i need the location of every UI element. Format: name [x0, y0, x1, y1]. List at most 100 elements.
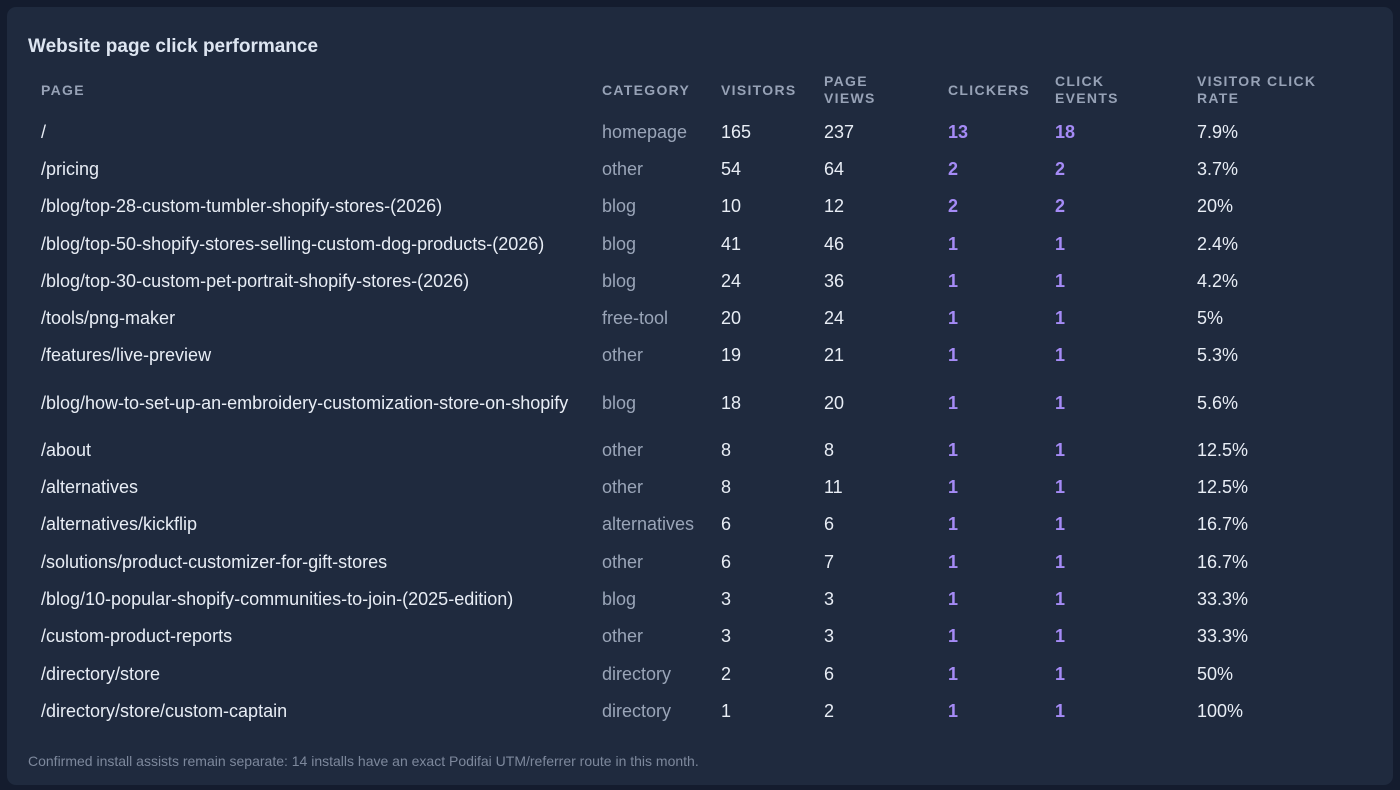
- page-views-value: 6: [824, 663, 835, 684]
- page-views-value: 64: [824, 158, 845, 179]
- visitors-value: 8: [721, 477, 732, 498]
- page-category: directory: [602, 663, 672, 684]
- table-row: /blog/top-28-custom-tumbler-shopify-stor…: [28, 188, 1374, 225]
- click-events-value: 1: [1055, 477, 1066, 498]
- page-path: /custom-product-reports: [41, 626, 233, 647]
- page-path: /solutions/product-customizer-for-gift-s…: [41, 551, 388, 572]
- clickers-value: 1: [948, 626, 959, 647]
- table-row: /blog/how-to-set-up-an-embroidery-custom…: [28, 374, 1374, 431]
- page-views-value: 24: [824, 308, 845, 329]
- click-events-value: 2: [1055, 158, 1066, 179]
- visitors-value: 1: [721, 700, 732, 721]
- visitor-click-rate-value: 7.9%: [1197, 121, 1239, 142]
- column-header-category[interactable]: Category: [602, 81, 691, 98]
- visitor-click-rate-value: 33.3%: [1197, 588, 1249, 609]
- visitor-click-rate-value: 4.2%: [1197, 270, 1239, 291]
- clickers-value: 1: [948, 663, 959, 684]
- visitors-value: 3: [721, 626, 732, 647]
- page-views-value: 20: [824, 392, 845, 413]
- visitors-value: 24: [721, 270, 742, 291]
- page-path: /alternatives/kickflip: [41, 514, 198, 535]
- column-header-page[interactable]: Page: [41, 81, 85, 98]
- clickers-value: 1: [948, 588, 959, 609]
- table-row: /directory/store directory 2 6 1 1 50%: [28, 655, 1374, 692]
- page-category: other: [602, 345, 644, 366]
- visitors-value: 165: [721, 121, 752, 142]
- table-row: /alternatives other 8 11 1 1 12.5%: [28, 468, 1374, 505]
- visitors-value: 6: [721, 514, 732, 535]
- visitor-click-rate-value: 100%: [1197, 700, 1244, 721]
- visitors-value: 19: [721, 345, 742, 366]
- table-row: /about other 8 8 1 1 12.5%: [28, 431, 1374, 468]
- visitor-click-rate-value: 20%: [1197, 196, 1234, 217]
- column-header-page-views[interactable]: Page views: [824, 73, 876, 106]
- column-header-visitors[interactable]: Visitors: [721, 81, 797, 98]
- click-events-value: 1: [1055, 551, 1066, 572]
- clickers-value: 1: [948, 270, 959, 291]
- page-path: /: [41, 121, 47, 142]
- visitors-value: 3: [721, 588, 732, 609]
- table-row: /solutions/product-customizer-for-gift-s…: [28, 543, 1374, 580]
- click-events-value: 1: [1055, 308, 1066, 329]
- page-path: /directory/store/custom-captain: [41, 700, 288, 721]
- table-row: /blog/10-popular-shopify-communities-to-…: [28, 580, 1374, 617]
- click-events-value: 1: [1055, 345, 1066, 366]
- page-views-value: 8: [824, 439, 835, 460]
- visitors-value: 8: [721, 439, 732, 460]
- click-events-value: 1: [1055, 663, 1066, 684]
- click-events-value: 1: [1055, 626, 1066, 647]
- column-header-click-events[interactable]: Click events: [1055, 73, 1119, 106]
- table-row: /features/live-preview other 19 21 1 1 5…: [28, 337, 1374, 374]
- click-events-value: 18: [1055, 121, 1076, 142]
- table-row: /blog/top-50-shopify-stores-selling-cust…: [28, 225, 1374, 262]
- visitor-click-rate-value: 16.7%: [1197, 551, 1249, 572]
- visitors-value: 54: [721, 158, 742, 179]
- page-views-value: 3: [824, 626, 835, 647]
- click-events-value: 1: [1055, 700, 1066, 721]
- page-category: blog: [602, 270, 637, 291]
- page-path: /about: [41, 439, 92, 460]
- clickers-value: 1: [948, 345, 959, 366]
- table-row: /tools/png-maker free-tool 20 24 1 1 5%: [28, 299, 1374, 336]
- column-header-clickers[interactable]: Clickers: [948, 81, 1030, 98]
- click-events-value: 2: [1055, 196, 1066, 217]
- page-category: free-tool: [602, 308, 669, 329]
- visitors-value: 41: [721, 233, 742, 254]
- page-views-value: 21: [824, 345, 845, 366]
- page-path: /blog/top-50-shopify-stores-selling-cust…: [41, 233, 545, 254]
- visitor-click-rate-value: 2.4%: [1197, 233, 1239, 254]
- page-category: other: [602, 551, 644, 572]
- visitor-click-rate-value: 12.5%: [1197, 439, 1249, 460]
- table-header-row: Page Category Visitors Page views Clicke…: [28, 67, 1374, 113]
- visitors-value: 18: [721, 392, 742, 413]
- visitor-click-rate-value: 5.3%: [1197, 345, 1239, 366]
- table-row: /blog/top-30-custom-pet-portrait-shopify…: [28, 262, 1374, 299]
- page-path: /tools/png-maker: [41, 308, 176, 329]
- page-category: blog: [602, 233, 637, 254]
- visitor-click-rate-value: 16.7%: [1197, 514, 1249, 535]
- clickers-value: 1: [948, 514, 959, 535]
- page-path: /directory/store: [41, 663, 161, 684]
- page-category: other: [602, 477, 644, 498]
- page-category: blog: [602, 196, 637, 217]
- page-views-value: 2: [824, 700, 835, 721]
- click-events-value: 1: [1055, 439, 1066, 460]
- visitors-value: 6: [721, 551, 732, 572]
- column-header-visitor-click-rate[interactable]: Visitor click rate: [1197, 73, 1317, 106]
- visitor-click-rate-value: 5.6%: [1197, 392, 1239, 413]
- click-events-value: 1: [1055, 270, 1066, 291]
- table-row: / homepage 165 237 13 18 7.9%: [28, 113, 1374, 150]
- page-category: homepage: [602, 121, 688, 142]
- clickers-value: 1: [948, 551, 959, 572]
- page-category: other: [602, 439, 644, 460]
- click-events-value: 1: [1055, 392, 1066, 413]
- clickers-value: 2: [948, 158, 959, 179]
- table-row: /alternatives/kickflip alternatives 6 6 …: [28, 506, 1374, 543]
- page-path: /blog/10-popular-shopify-communities-to-…: [41, 588, 514, 609]
- page-category: directory: [602, 700, 672, 721]
- click-events-value: 1: [1055, 233, 1066, 254]
- click-events-value: 1: [1055, 514, 1066, 535]
- page-category: blog: [602, 392, 637, 413]
- visitor-click-rate-value: 5%: [1197, 308, 1224, 329]
- page-path: /features/live-preview: [41, 345, 212, 366]
